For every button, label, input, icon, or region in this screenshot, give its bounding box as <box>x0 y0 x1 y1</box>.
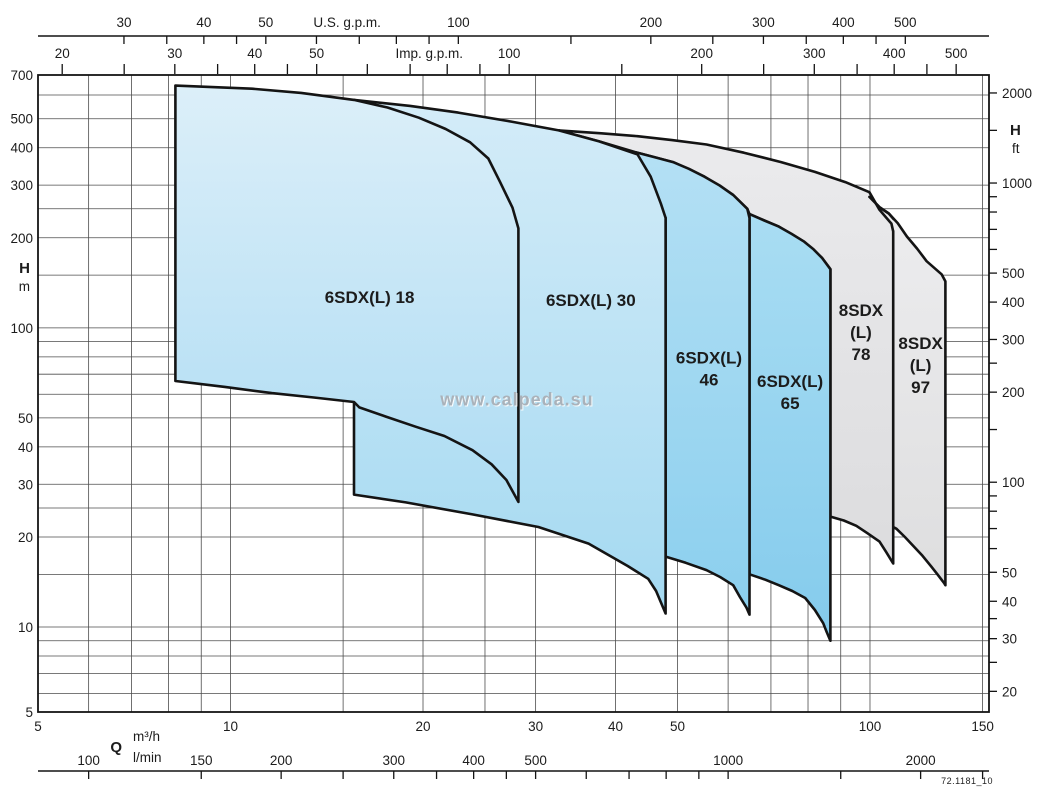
m3h-tick-label: 10 <box>223 719 238 734</box>
axis-m3h: 5 10 20 30 40 50 100 150 <box>34 719 994 734</box>
h-ft-tick-label: 30 <box>1002 632 1017 647</box>
envelope-label-8sdx-l-97-line0: 8SDX <box>898 334 943 353</box>
h-ft-tick-label: 2000 <box>1002 86 1032 101</box>
h-ft-tick-label: 300 <box>1002 332 1025 347</box>
lmin-tick-label: 150 <box>190 753 213 768</box>
us-gpm-tick-label: 400 <box>832 15 855 30</box>
m3h-tick-label: 150 <box>971 719 994 734</box>
envelope-8sdx-l-97 <box>868 195 947 587</box>
envelope-label-6sdx-l-46-line1: 46 <box>699 371 718 390</box>
h-ft-tick-label: 50 <box>1002 565 1017 580</box>
envelope-6sdx-l-65 <box>748 212 832 642</box>
axis-title-h-left: H <box>19 260 30 277</box>
pump-envelopes <box>174 84 947 642</box>
h-ft-tick-label: 400 <box>1002 295 1025 310</box>
envelope-label-8sdx-l-97-line1: (L) <box>910 356 932 375</box>
envelope-label-6sdx-l-65-line1: 65 <box>781 394 800 413</box>
h-ft-tick-label: 20 <box>1002 684 1017 699</box>
m3h-tick-label: 50 <box>670 719 685 734</box>
lmin-tick-label: 400 <box>462 753 485 768</box>
m3h-tick-label: 20 <box>415 719 430 734</box>
envelope-6sdx-l-46 <box>634 151 751 616</box>
m3h-tick-label: 30 <box>528 719 543 734</box>
lmin-tick-label: 500 <box>524 753 547 768</box>
lmin-tick-label: 300 <box>382 753 405 768</box>
axis-h-ft: 2000 1000 500 400 300 200 100 50 40 30 20 Hft <box>989 86 1032 699</box>
envelope-label-6sdx-l-30-line0: 6SDX(L) 30 <box>546 291 636 310</box>
m3h-tick-label: 5 <box>34 719 42 734</box>
h-ft-tick-label: 1000 <box>1002 176 1032 191</box>
axis-title-imp-gpm: Imp. g.p.m. <box>396 46 464 61</box>
us-gpm-tick-label: 200 <box>640 15 663 30</box>
envelope-label-6sdx-l-65-line0: 6SDX(L) <box>757 372 823 391</box>
envelope-label-8sdx-l-78-line0: 8SDX <box>839 301 884 320</box>
h-m-tick-label: 100 <box>10 321 33 336</box>
us-gpm-tick-label: 500 <box>894 15 917 30</box>
envelope-label-8sdx-l-78-line1: (L) <box>850 323 872 342</box>
h-m-tick-label: 300 <box>10 178 33 193</box>
axis-title-q: Q <box>110 739 122 756</box>
h-ft-tick-label: 500 <box>1002 266 1025 281</box>
axis-h-m: 700 500 400 300 200 100 50 40 30 20 10 5 Hm <box>10 68 33 720</box>
us-gpm-tick-label: 50 <box>258 15 273 30</box>
unit-label-ft: ft <box>1012 141 1020 156</box>
envelope-label-8sdx-l-97-line2: 97 <box>911 378 930 397</box>
lmin-tick-label: 200 <box>270 753 293 768</box>
h-m-tick-label: 500 <box>10 112 33 127</box>
imp-gpm-tick-label: 400 <box>883 46 906 61</box>
envelope-labels: 8SDX (L) 97 8SDX (L) 78 6SDX(L) 65 6SDX(L) 46 6SDX… <box>325 288 944 413</box>
h-m-tick-label: 200 <box>10 231 33 246</box>
h-ft-tick-label: 100 <box>1002 475 1025 490</box>
97-top-curve-over-78 <box>868 195 895 221</box>
h-m-tick-label: 10 <box>18 620 33 635</box>
h-m-tick-label: 5 <box>25 705 33 720</box>
h-m-tick-label: 400 <box>10 141 33 156</box>
us-gpm-tick-label: 40 <box>196 15 211 30</box>
imp-gpm-tick-label: 50 <box>309 46 324 61</box>
h-m-tick-label: 30 <box>18 477 33 492</box>
imp-gpm-tick-label: 300 <box>803 46 826 61</box>
envelope-label-6sdx-l-18-line0: 6SDX(L) 18 <box>325 288 415 307</box>
imp-gpm-tick-label: 100 <box>498 46 521 61</box>
us-gpm-tick-label: 100 <box>447 15 470 30</box>
axis-imp-gpm: 20 30 40 50 100 200 300 400 500 Imp. g.p.m. <box>55 46 968 74</box>
us-gpm-tick-label: 30 <box>116 15 131 30</box>
h-ft-tick-label: 200 <box>1002 385 1025 400</box>
us-gpm-tick-label: 300 <box>752 15 775 30</box>
imp-gpm-tick-label: 30 <box>167 46 182 61</box>
axis-us-gpm: 30 40 50 100 200 300 400 500 U.S. g.p.m. <box>38 15 989 44</box>
imp-gpm-tick-label: 40 <box>247 46 262 61</box>
imp-gpm-tick-label: 500 <box>945 46 968 61</box>
unit-label-lmin: l/min <box>133 750 162 765</box>
h-m-tick-label: 700 <box>10 68 33 83</box>
imp-gpm-tick-label: 200 <box>690 46 713 61</box>
envelope-6sdx-l-18 <box>174 84 520 504</box>
unit-label-m: m <box>19 279 30 294</box>
axis-lmin: 100 150 200 300 400 500 1000 2000 <box>38 753 989 779</box>
plot-frame <box>37 74 990 713</box>
lmin-tick-label: 1000 <box>713 753 743 768</box>
unit-label-m3h: m³/h <box>133 729 160 744</box>
envelope-label-6sdx-l-46-line0: 6SDX(L) <box>676 349 742 368</box>
h-ft-tick-label: 40 <box>1002 594 1017 609</box>
imp-gpm-tick-label: 20 <box>55 46 70 61</box>
h-m-tick-label: 20 <box>18 530 33 545</box>
axis-title-us-gpm: U.S. g.p.m. <box>313 15 381 30</box>
h-m-tick-label: 50 <box>18 411 33 426</box>
envelope-label-8sdx-l-78-line2: 78 <box>851 345 870 364</box>
axis-title-h-right: H <box>1010 122 1021 139</box>
lmin-tick-label: 100 <box>77 753 100 768</box>
lmin-tick-label: 2000 <box>906 753 936 768</box>
figure-code: 72.1181_10 <box>941 776 993 786</box>
m3h-tick-label: 100 <box>859 719 882 734</box>
h-m-tick-label: 40 <box>18 440 33 455</box>
m3h-tick-label: 40 <box>608 719 623 734</box>
